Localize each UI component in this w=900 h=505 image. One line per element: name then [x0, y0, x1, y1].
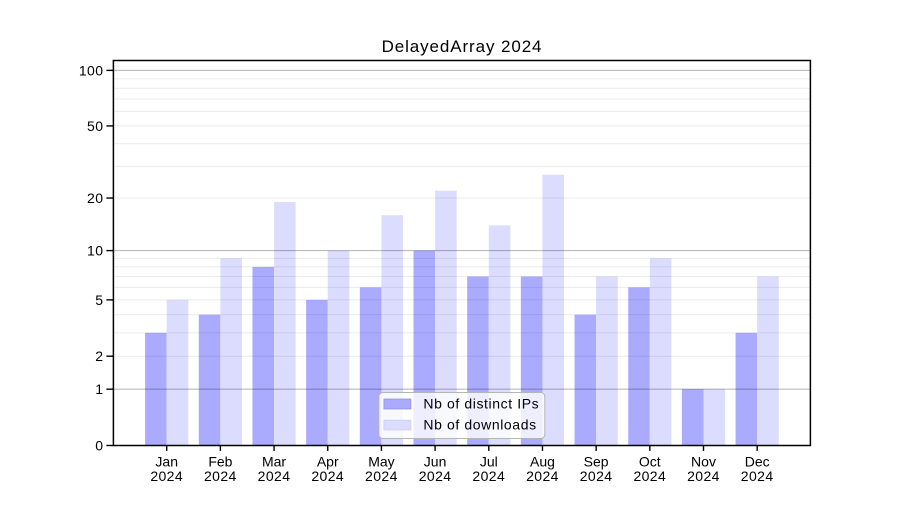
svg-text:Apr: Apr — [317, 454, 339, 470]
svg-text:May: May — [368, 454, 394, 470]
svg-text:2024: 2024 — [419, 468, 452, 484]
svg-text:2024: 2024 — [580, 468, 613, 484]
svg-text:50: 50 — [87, 118, 103, 134]
svg-text:2024: 2024 — [204, 468, 237, 484]
svg-text:2024: 2024 — [526, 468, 559, 484]
svg-text:2024: 2024 — [150, 468, 183, 484]
svg-text:Nov: Nov — [691, 454, 716, 470]
svg-text:Jan: Jan — [155, 454, 178, 470]
svg-text:10: 10 — [87, 243, 103, 259]
svg-text:2024: 2024 — [472, 468, 505, 484]
svg-text:Jun: Jun — [424, 454, 447, 470]
svg-text:1: 1 — [95, 381, 103, 397]
svg-text:DelayedArray 2024: DelayedArray 2024 — [382, 37, 543, 56]
svg-text:Feb: Feb — [208, 454, 232, 470]
svg-text:5: 5 — [95, 292, 103, 308]
svg-text:Dec: Dec — [745, 454, 770, 470]
svg-text:2024: 2024 — [365, 468, 398, 484]
svg-text:20: 20 — [87, 190, 103, 206]
svg-text:2024: 2024 — [687, 468, 720, 484]
svg-text:2024: 2024 — [741, 468, 774, 484]
svg-text:2024: 2024 — [258, 468, 291, 484]
svg-text:Sep: Sep — [584, 454, 609, 470]
svg-text:Oct: Oct — [639, 454, 661, 470]
svg-text:Aug: Aug — [530, 454, 555, 470]
svg-text:Mar: Mar — [262, 454, 286, 470]
svg-text:2024: 2024 — [311, 468, 344, 484]
svg-text:100: 100 — [79, 62, 104, 78]
svg-text:2024: 2024 — [633, 468, 666, 484]
svg-text:Nb of downloads: Nb of downloads — [423, 416, 536, 432]
svg-text:Nb of distinct IPs: Nb of distinct IPs — [423, 396, 539, 412]
svg-text:2: 2 — [95, 348, 103, 364]
svg-text:0: 0 — [95, 438, 103, 454]
svg-text:Jul: Jul — [480, 454, 498, 470]
